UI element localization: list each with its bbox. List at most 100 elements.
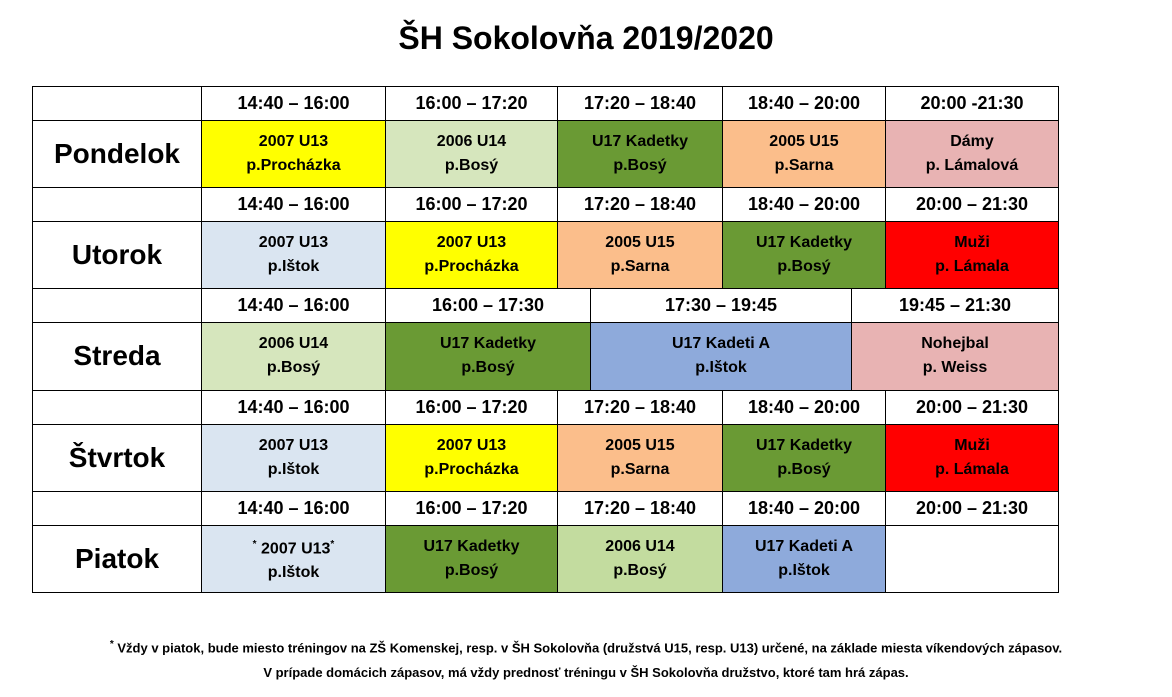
time-cell: 16:00 – 17:20 bbox=[385, 389, 558, 425]
team-name: 2006 U14 bbox=[436, 133, 507, 151]
session-cell: 2007 U13 p.Procházka bbox=[201, 120, 386, 189]
coach: p.Ištok bbox=[778, 561, 830, 579]
marker: * bbox=[252, 538, 257, 550]
session-cell: 2007 U13 p.Ištok bbox=[201, 221, 386, 290]
team: Nohejbal bbox=[921, 332, 989, 356]
day-name: Piatok bbox=[74, 542, 160, 574]
time-cell: 18:40 – 20:00 bbox=[722, 86, 886, 121]
time-cell: 17:20 – 18:40 bbox=[557, 187, 723, 223]
day-cell: Štvrtok bbox=[32, 423, 202, 492]
team-name: U17 Kadetky bbox=[755, 234, 853, 252]
corner-cell bbox=[32, 86, 202, 121]
title: ŠH Sokolovňa 2019/2020 bbox=[398, 20, 774, 56]
marker: * bbox=[330, 538, 335, 550]
session-cell: Muži p. Lámala bbox=[885, 221, 1059, 290]
time-cell: 14:40 – 16:00 bbox=[201, 389, 386, 425]
coach: p.Bosý bbox=[444, 157, 499, 175]
team: * 2007 U13* bbox=[253, 533, 335, 561]
team: U17 Kadetky bbox=[423, 535, 519, 559]
team-name: Dámy bbox=[950, 133, 994, 151]
time-cell: 14:40 – 16:00 bbox=[201, 86, 386, 121]
footnote: * Vždy v piatok, bude miesto tréningov n… bbox=[0, 632, 1172, 685]
session-cell: U17 Kadetky p.Bosý bbox=[722, 221, 886, 290]
team-name: U17 Kadeti A bbox=[754, 537, 854, 555]
session-cell: U17 Kadetky p.Bosý bbox=[557, 120, 723, 189]
coach: p.Ištok bbox=[267, 258, 320, 276]
coach: p.Bosý bbox=[461, 359, 515, 377]
corner-cell bbox=[32, 187, 202, 223]
session-cell: U17 Kadetky p.Bosý bbox=[385, 524, 558, 593]
coach: p.Procházka bbox=[424, 258, 519, 276]
team: U17 Kadetky bbox=[440, 332, 536, 356]
day-name: Utorok bbox=[71, 239, 163, 271]
day-cell: Streda bbox=[32, 322, 202, 391]
session-cell: * 2007 U13* p.Ištok bbox=[201, 524, 386, 593]
coach: p.Ištok bbox=[695, 359, 747, 377]
coach: p.Bosý bbox=[613, 561, 667, 579]
team: 2007 U13 bbox=[437, 434, 506, 458]
team: 2006 U14 bbox=[605, 535, 674, 559]
day-cell: Pondelok bbox=[32, 120, 202, 189]
coach: p. Lámala bbox=[935, 258, 1009, 276]
session-cell: 2005 U15 p.Sarna bbox=[557, 423, 723, 492]
coach: p.Sarna bbox=[610, 460, 670, 478]
corner-cell bbox=[32, 288, 202, 324]
team: 2007 U13 bbox=[259, 231, 328, 255]
time-cell: 14:40 – 16:00 bbox=[201, 187, 386, 223]
time-cell: 20:00 – 21:30 bbox=[885, 187, 1059, 223]
team-name: Muži bbox=[954, 234, 990, 252]
coach: p. Lámalová bbox=[925, 157, 1019, 175]
team: 2007 U13 bbox=[437, 231, 506, 255]
day-name: Štvrtok bbox=[68, 441, 166, 473]
time-cell: 20:00 – 21:30 bbox=[885, 490, 1059, 526]
footnote-line: * Vždy v piatok, bude miesto tréningov n… bbox=[0, 632, 1172, 660]
coach: p.Ištok bbox=[267, 460, 320, 478]
coach: p.Procházka bbox=[424, 460, 519, 478]
footnote-line: V prípade domácich zápasov, má vždy pred… bbox=[263, 665, 909, 681]
time-cell: 14:40 – 16:00 bbox=[201, 288, 386, 324]
coach: p.Bosý bbox=[266, 359, 321, 377]
session-cell: Nohejbal p. Weiss bbox=[851, 322, 1059, 391]
team: Dámy bbox=[950, 130, 994, 154]
session-cell: Dámy p. Lámalová bbox=[885, 120, 1059, 189]
time-cell: 20:00 – 21:30 bbox=[885, 389, 1059, 425]
day-name: Streda bbox=[73, 340, 161, 372]
session-cell: Muži p. Lámala bbox=[885, 423, 1059, 492]
coach: p.Sarna bbox=[610, 258, 670, 276]
team-name: 2007 U13 bbox=[436, 234, 507, 252]
session-cell: 2007 U13 p.Procházka bbox=[385, 221, 558, 290]
team-name: 2007 U13 bbox=[258, 234, 329, 252]
team: 2007 U13 bbox=[259, 434, 328, 458]
session-cell bbox=[885, 524, 1059, 593]
time-cell: 19:45 – 21:30 bbox=[851, 288, 1059, 324]
session-cell: U17 Kadeti A p.Ištok bbox=[722, 524, 886, 593]
team-name: U17 Kadetky bbox=[423, 537, 520, 555]
coach: p.Ištok bbox=[267, 564, 320, 582]
team: 2006 U14 bbox=[259, 332, 328, 356]
team: 2005 U15 bbox=[605, 434, 674, 458]
team: 2006 U14 bbox=[437, 130, 506, 154]
team-name: U17 Kadetky bbox=[591, 133, 689, 151]
team-name: U17 Kadetky bbox=[755, 436, 853, 454]
corner-cell bbox=[32, 490, 202, 526]
coach: p. Weiss bbox=[922, 359, 988, 377]
session-cell: 2006 U14 p.Bosý bbox=[201, 322, 386, 391]
time-cell: 18:40 – 20:00 bbox=[722, 187, 886, 223]
team: Muži bbox=[954, 231, 990, 255]
session-cell: 2007 U13 p.Ištok bbox=[201, 423, 386, 492]
session-cell: U17 Kadeti A p.Ištok bbox=[590, 322, 852, 391]
session-cell: 2007 U13 p.Procházka bbox=[385, 423, 558, 492]
team: U17 Kadeti A bbox=[755, 535, 853, 559]
time-cell: 16:00 – 17:20 bbox=[385, 490, 558, 526]
session-cell: 2005 U15 p.Sarna bbox=[722, 120, 886, 189]
session-cell: 2005 U15 p.Sarna bbox=[557, 221, 723, 290]
session-cell: 2006 U14 p.Bosý bbox=[385, 120, 558, 189]
footnote-marker: * bbox=[109, 639, 114, 650]
time-cell: 14:40 – 16:00 bbox=[201, 490, 386, 526]
team: Muži bbox=[954, 434, 990, 458]
session-cell: U17 Kadetky p.Bosý bbox=[385, 322, 591, 391]
coach: p.Bosý bbox=[613, 157, 667, 175]
team: U17 Kadetky bbox=[756, 231, 852, 255]
team: U17 Kadetky bbox=[756, 434, 852, 458]
